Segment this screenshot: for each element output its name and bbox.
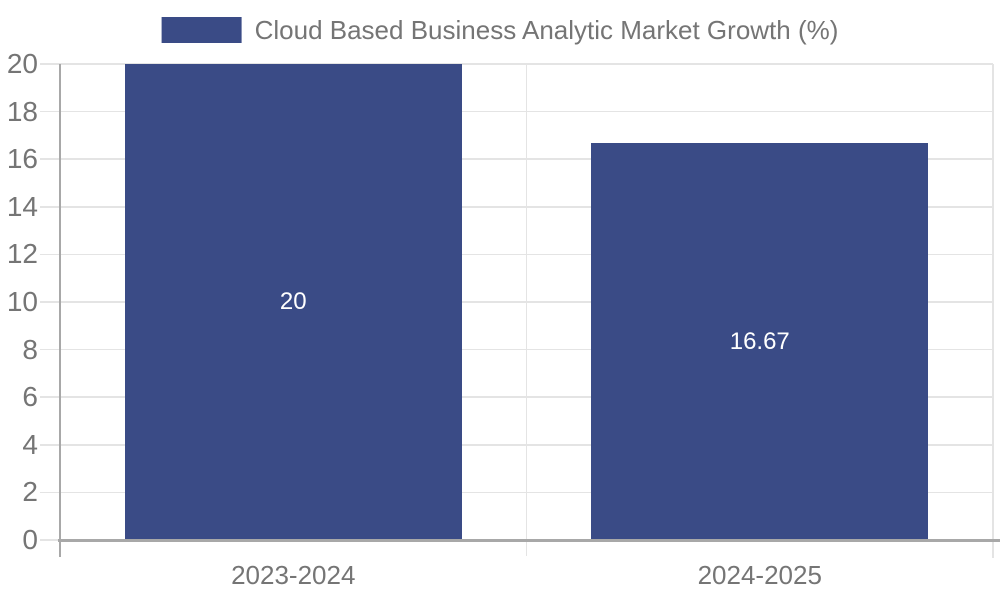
- y-tick-label: 0: [22, 524, 38, 555]
- legend[interactable]: Cloud Based Business Analytic Market Gro…: [161, 15, 839, 45]
- legend-swatch: [161, 17, 242, 43]
- y-tick-label: 2: [22, 476, 38, 508]
- y-gridline: [40, 253, 993, 256]
- y-gridline: [40, 206, 993, 208]
- y-gridline: [40, 301, 993, 303]
- y-tick-label: 14: [6, 190, 38, 222]
- y-gridline: [40, 110, 993, 113]
- category-divider-line: [525, 64, 528, 556]
- y-gridline: [40, 491, 993, 494]
- y-tick-label: 10: [6, 286, 38, 317]
- x-axis-line: [58, 538, 1000, 542]
- x-tick-label: 2024-2025: [697, 560, 822, 590]
- y-tick-label: 18: [6, 95, 38, 127]
- y-tick-label: 8: [22, 333, 38, 365]
- y-gridline: [40, 396, 993, 398]
- y-gridline: [40, 63, 993, 65]
- y-tick-label: 20: [6, 48, 38, 79]
- y-tick-label: 6: [22, 381, 38, 413]
- y-tick-label: 16: [6, 143, 38, 175]
- y-gridline: [40, 348, 993, 351]
- y-gridline: [40, 158, 993, 160]
- y-tick-label: 12: [6, 238, 38, 270]
- y-gridline: [40, 444, 993, 446]
- plot-right-border: [992, 64, 994, 558]
- y-tick-label: 4: [22, 428, 38, 460]
- y-axis-line: [59, 64, 61, 557]
- bar-value-label: 16.67: [729, 327, 790, 355]
- bar-value-label: 20: [279, 288, 307, 315]
- x-tick-label: 2023-2024: [231, 560, 356, 590]
- bar[interactable]: 20: [124, 64, 462, 540]
- legend-label: Cloud Based Business Analytic Market Gro…: [254, 15, 839, 45]
- bar[interactable]: 16.67: [591, 143, 929, 540]
